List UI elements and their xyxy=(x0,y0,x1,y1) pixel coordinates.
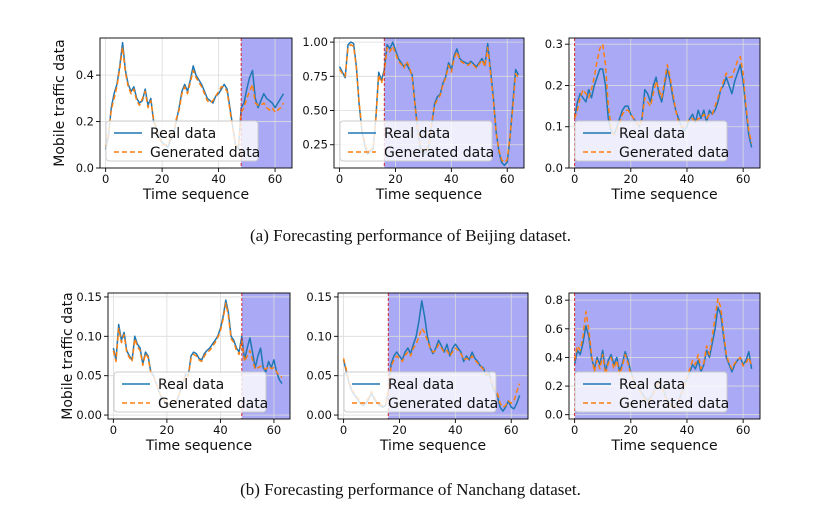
legend-box xyxy=(343,371,497,413)
x-tick-label: 0 xyxy=(110,423,117,437)
subplot-a-0: Real data Generated data 0 20 40 60 0.0 0.2 0.4 T… xyxy=(52,37,293,203)
subplot-b-2: Real data Generated data 0 20 40 60 0.0 0.2 0.4 0… xyxy=(545,292,761,454)
legend-box xyxy=(339,120,493,162)
legend-generated-label: Generated data xyxy=(384,145,494,161)
y-tick-label: 0.6 xyxy=(545,322,563,336)
legend-generated-label: Generated data xyxy=(158,396,268,412)
y-tick-label: 0.2 xyxy=(545,379,563,393)
y-tick-label: 1.00 xyxy=(302,35,328,49)
x-axis-label: Time sequence xyxy=(375,187,482,203)
legend-generated-label: Generated data xyxy=(150,145,260,161)
y-tick-label: 0.00 xyxy=(76,408,102,422)
x-tick-label: 0 xyxy=(571,423,578,437)
legend-real-label: Real data xyxy=(150,126,216,142)
x-axis-label: Time sequence xyxy=(610,187,717,203)
y-tick-label: 0.75 xyxy=(302,69,328,83)
x-tick-label: 60 xyxy=(500,172,515,186)
x-tick-label: 60 xyxy=(504,423,519,437)
plot-frame xyxy=(337,292,529,420)
plot-frame xyxy=(568,37,761,169)
subplot-a-1: Real data Generated data 0 20 40 60 0.25 0.50 0.… xyxy=(302,35,525,203)
legend-real-label: Real data xyxy=(619,126,685,142)
y-tick-label: 0.15 xyxy=(76,290,102,304)
x-tick-label: 40 xyxy=(211,172,226,186)
plot-frame xyxy=(99,37,293,169)
legend-box xyxy=(574,371,728,413)
x-tick-label: 60 xyxy=(267,423,282,437)
x-axis-label: Time sequence xyxy=(145,438,252,454)
x-tick-label: 0 xyxy=(340,423,347,437)
x-tick-label: 60 xyxy=(268,172,283,186)
x-tick-label: 20 xyxy=(388,172,403,186)
y-tick-label: 0.0 xyxy=(76,161,94,175)
y-tick-label: 0.3 xyxy=(545,37,563,51)
x-tick-label: 40 xyxy=(680,423,695,437)
legend-generated-label: Generated data xyxy=(388,396,498,412)
y-tick-label: 0.0 xyxy=(545,161,563,175)
y-tick-label: 0.2 xyxy=(545,78,563,92)
y-tick-label: 0.15 xyxy=(306,290,332,304)
legend-box xyxy=(574,120,728,162)
y-tick-label: 0.2 xyxy=(76,115,94,129)
subplot-b-0: Real data Generated data 0 20 40 60 0.00 0.05 0.… xyxy=(60,290,291,454)
legend-box xyxy=(113,371,267,413)
legend-real-label: Real data xyxy=(384,126,450,142)
plot-frame xyxy=(107,292,291,420)
x-tick-label: 40 xyxy=(680,172,695,186)
real-data-line xyxy=(104,41,285,151)
y-tick-label: 0.10 xyxy=(76,329,102,343)
x-tick-label: 20 xyxy=(623,423,638,437)
x-tick-label: 20 xyxy=(155,172,170,186)
x-tick-label: 20 xyxy=(160,423,175,437)
x-tick-label: 0 xyxy=(336,172,343,186)
subplot-a-2: Real data Generated data 0 20 40 60 0.0 0.1 0.2 0… xyxy=(545,37,761,203)
y-axis-label: Mobile traffic data xyxy=(52,39,68,166)
y-tick-label: 0.50 xyxy=(302,104,328,118)
x-axis-label: Time sequence xyxy=(142,187,249,203)
caption-b: (b) Forecasting performance of Nanchang … xyxy=(240,480,581,499)
y-tick-label: 0.0 xyxy=(545,408,563,422)
x-tick-label: 40 xyxy=(448,423,463,437)
x-tick-label: 60 xyxy=(736,423,751,437)
generated-data-line xyxy=(112,302,283,408)
y-tick-label: 0.1 xyxy=(545,120,563,134)
caption-a: (a) Forecasting performance of Beijing d… xyxy=(250,226,571,245)
y-tick-label: 0.05 xyxy=(76,369,102,383)
x-tick-label: 20 xyxy=(392,423,407,437)
y-tick-label: 0.4 xyxy=(545,350,563,364)
y-tick-label: 0.8 xyxy=(545,293,563,307)
legend-real-label: Real data xyxy=(158,377,224,393)
x-tick-label: 40 xyxy=(444,172,459,186)
x-tick-label: 0 xyxy=(102,172,109,186)
y-tick-label: 0.25 xyxy=(302,138,328,152)
legend-generated-label: Generated data xyxy=(619,396,729,412)
generated-data-line xyxy=(573,43,753,144)
legend-real-label: Real data xyxy=(388,377,454,393)
legend-box xyxy=(105,120,259,162)
y-tick-label: 0.05 xyxy=(306,369,332,383)
x-axis-label: Time sequence xyxy=(379,438,486,454)
y-tick-label: 0.10 xyxy=(306,329,332,343)
legend-generated-label: Generated data xyxy=(619,145,729,161)
y-tick-label: 0.4 xyxy=(76,68,94,82)
legend-real-label: Real data xyxy=(619,377,685,393)
x-tick-label: 60 xyxy=(736,172,751,186)
subplot-b-1: Real data Generated data 0 20 40 60 0.00 0.05 0.… xyxy=(306,290,529,454)
y-tick-label: 0.00 xyxy=(306,408,332,422)
x-tick-label: 40 xyxy=(213,423,228,437)
y-axis-label: Mobile traffic data xyxy=(60,292,76,419)
x-axis-label: Time sequence xyxy=(610,438,717,454)
x-tick-label: 0 xyxy=(571,172,578,186)
plot-frame xyxy=(568,292,761,420)
x-tick-label: 20 xyxy=(623,172,638,186)
generated-data-line xyxy=(104,46,285,148)
plot-frame xyxy=(333,37,525,169)
